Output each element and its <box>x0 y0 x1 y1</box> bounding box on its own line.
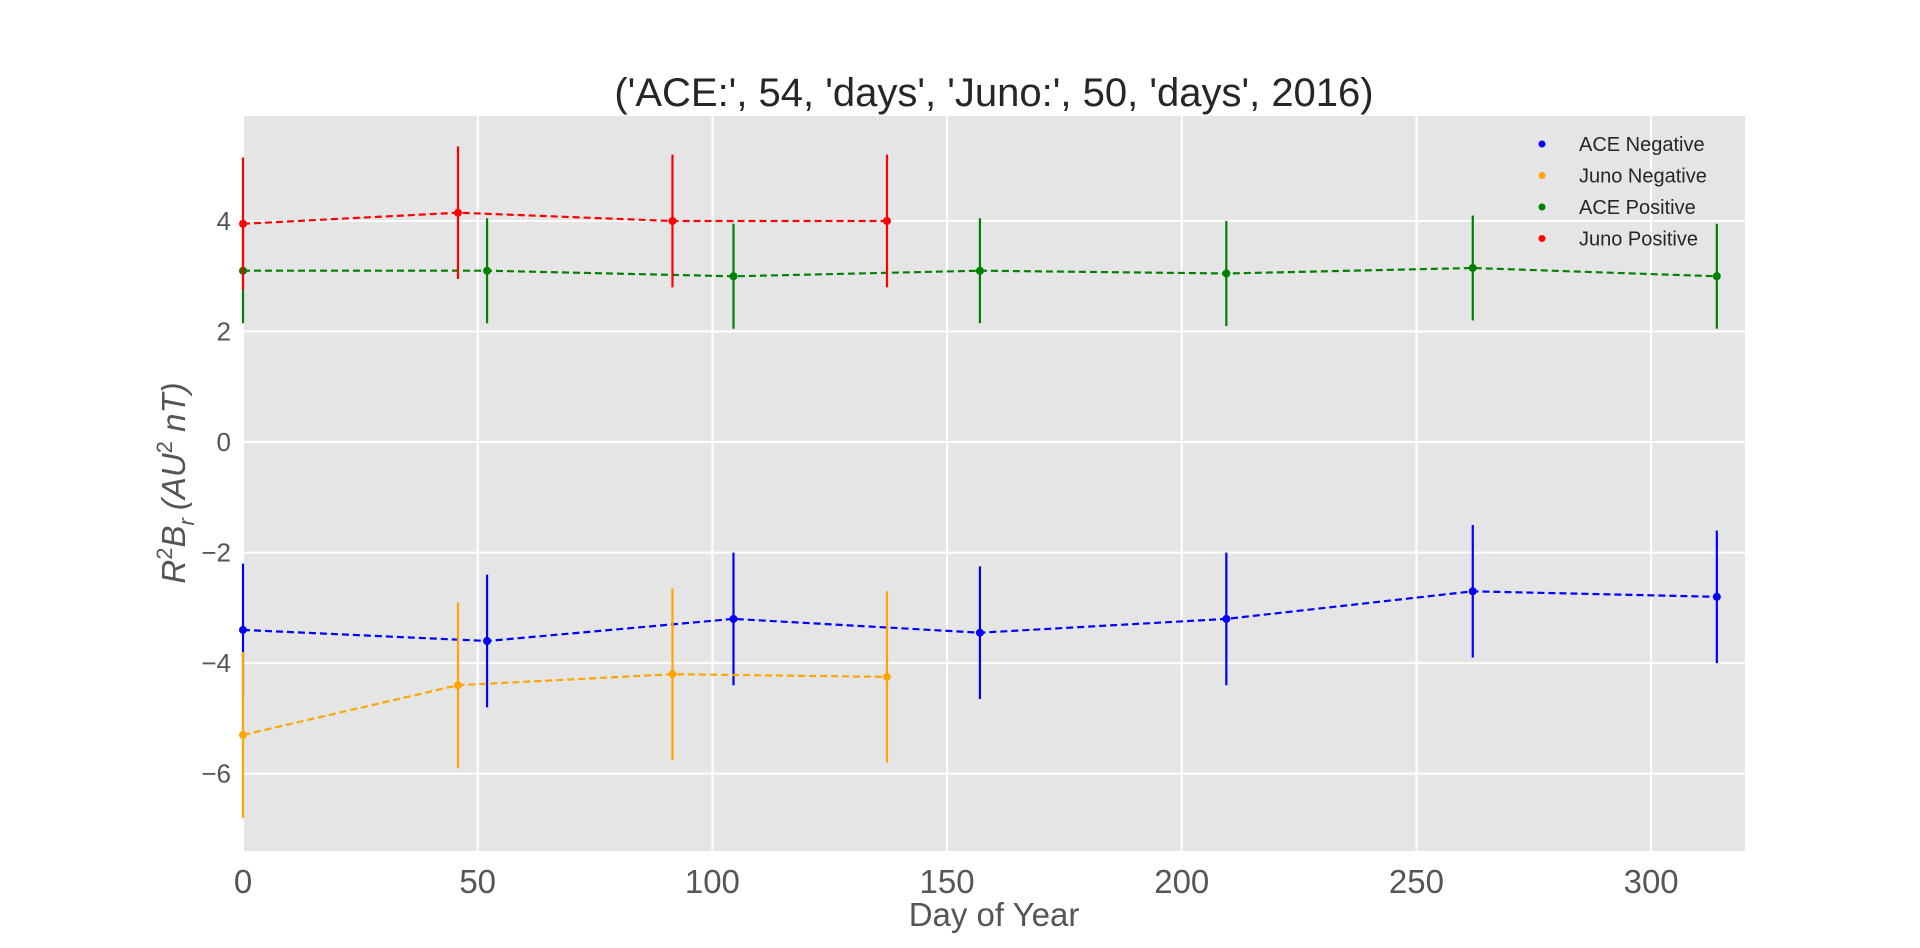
data-point <box>239 625 247 634</box>
data-point <box>1222 269 1231 278</box>
y-axis-label: R2Br(AU2 nT) <box>152 382 199 583</box>
y-tick-label: 4 <box>217 206 231 236</box>
x-tick-label: 100 <box>685 863 740 900</box>
series-layer <box>239 146 1721 818</box>
series-juno-negative <box>239 588 891 818</box>
data-point <box>882 217 891 225</box>
data-point <box>1468 587 1477 596</box>
x-tick-label: 50 <box>459 863 496 900</box>
data-point <box>668 217 677 225</box>
legend-marker <box>1538 140 1546 148</box>
grid <box>242 116 1745 851</box>
legend-marker <box>1538 172 1546 179</box>
data-point <box>1712 592 1721 601</box>
x-axis-label: Day of Year <box>909 896 1080 933</box>
data-point <box>668 670 677 679</box>
series-juno-positive <box>239 146 891 291</box>
legend-marker <box>1538 235 1546 242</box>
legend-label: ACE Positive <box>1579 197 1696 219</box>
chart-title: ('ACE:', 54, 'days', 'Juno:', 50, 'days'… <box>614 71 1373 115</box>
series-line <box>242 673 888 736</box>
y-tick-label: −4 <box>201 648 231 678</box>
plot-background <box>243 116 1745 851</box>
legend: ACE Negative Juno Negative ACE Positive Jun… <box>1538 134 1707 251</box>
y-label-open: (AU <box>155 453 192 510</box>
data-point <box>239 730 247 739</box>
data-point <box>1468 263 1477 272</box>
data-point <box>729 614 738 623</box>
x-tick-label: 300 <box>1624 863 1679 900</box>
series-line <box>242 211 887 225</box>
data-point <box>453 208 462 217</box>
data-point <box>483 637 492 645</box>
series-ace-negative <box>239 524 1721 708</box>
x-tick-label: 200 <box>1154 863 1209 900</box>
data-point <box>1712 272 1721 281</box>
data-point <box>239 219 247 228</box>
data-point <box>729 272 738 281</box>
y-label-close: nT) <box>155 382 192 441</box>
data-point <box>1222 614 1231 623</box>
legend-label: Juno Positive <box>1579 229 1698 251</box>
y-tick-label: −2 <box>201 538 231 568</box>
y-label-sub: r <box>174 516 199 525</box>
legend-marker <box>1538 203 1546 211</box>
y-label-au-sup: 2 <box>152 441 177 453</box>
y-tick-label: −6 <box>201 759 231 789</box>
y-label-r-sup: 2 <box>152 548 177 560</box>
x-tick-label: 150 <box>920 863 975 900</box>
x-tick-label: 250 <box>1389 863 1444 900</box>
y-label-b: B <box>155 525 192 547</box>
y-tick-label: 0 <box>217 427 231 457</box>
y-tick-label: 2 <box>217 317 231 347</box>
data-point <box>882 672 891 681</box>
data-point <box>975 266 984 275</box>
data-point <box>975 628 984 637</box>
data-point <box>453 681 462 690</box>
legend-label: ACE Negative <box>1579 134 1705 156</box>
tick-labels: 0 50 100 150 200 250 300 −6 −4 −2 0 2 4 <box>201 206 1678 900</box>
y-label-r: R <box>155 560 192 584</box>
x-tick-label: 0 <box>234 863 252 900</box>
legend-label: Juno Negative <box>1579 166 1707 188</box>
data-point <box>483 266 492 275</box>
